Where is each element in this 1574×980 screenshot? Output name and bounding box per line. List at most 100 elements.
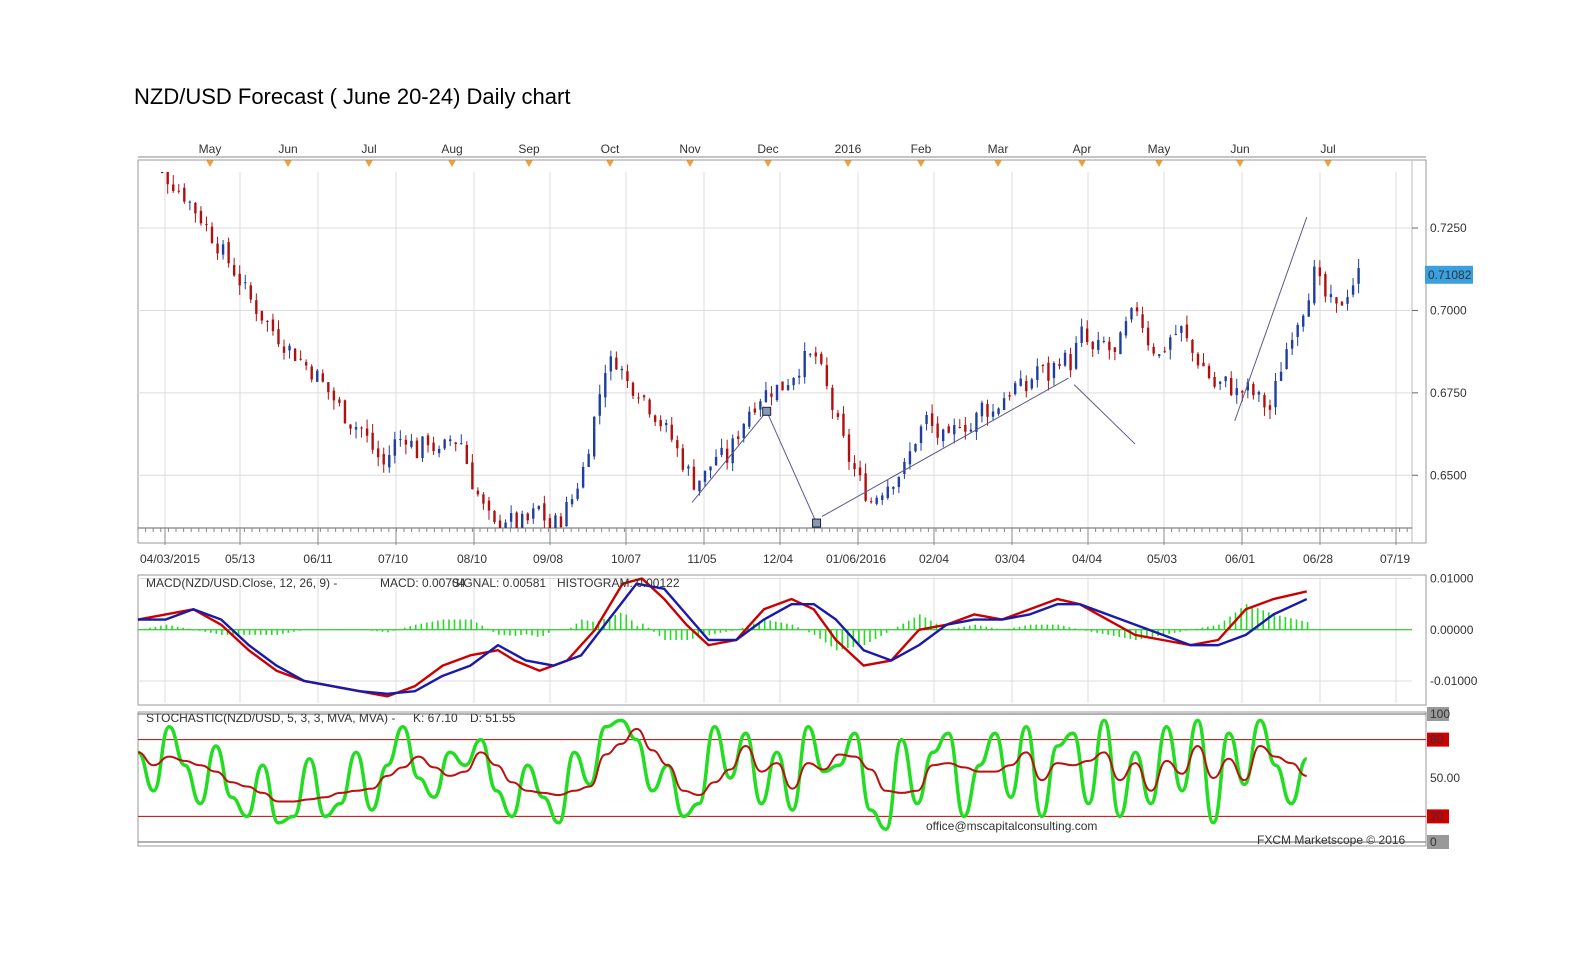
candle-body — [443, 439, 446, 449]
candle-body — [714, 456, 718, 466]
stoch-y-tick-label: 0 — [1430, 835, 1437, 849]
price-y-tick-label: 0.7250 — [1430, 221, 1467, 235]
candle-body — [665, 423, 668, 426]
macd-histogram-bar — [1051, 624, 1054, 630]
candle-body — [670, 424, 673, 440]
macd-histogram-bar — [481, 625, 484, 630]
macd-histogram-bar — [1112, 629, 1115, 636]
candle-body — [310, 366, 313, 380]
macd-histogram-bar — [1057, 624, 1060, 630]
macd-histogram-bar — [1295, 619, 1298, 630]
macd-histogram-bar — [1090, 629, 1093, 632]
candle-body — [332, 390, 336, 401]
macd-histogram-bar — [414, 624, 417, 630]
last-price-badge — [1425, 265, 1473, 284]
macd-histogram-bar — [558, 629, 561, 631]
x-tick-label: 07/19 — [1380, 552, 1410, 566]
stoch-tick-badge — [1427, 809, 1449, 824]
candle-body — [1257, 391, 1261, 395]
month-marker-icon — [917, 160, 925, 167]
macd-histogram-bar — [1256, 608, 1259, 630]
macd-histogram-bar — [398, 629, 400, 630]
candle-body — [1091, 341, 1094, 350]
macd-histogram-bar — [431, 621, 434, 630]
macd-histogram-bar — [1229, 616, 1231, 630]
candle-body — [958, 427, 961, 429]
macd-histogram-bar — [182, 627, 184, 630]
page-title: NZD/USD Forecast ( June 20-24) Daily cha… — [134, 84, 571, 109]
macd-histogram-bar — [1123, 629, 1126, 638]
macd-histogram-bar — [1190, 629, 1193, 631]
macd-histogram-bar — [293, 629, 295, 632]
top-month-label: Aug — [441, 142, 462, 156]
macd-histogram-bar — [1301, 620, 1303, 630]
macd-histogram-bar — [210, 629, 212, 633]
macd-histogram-bar — [1262, 610, 1265, 630]
candle-body — [903, 461, 906, 475]
price-panel-frame — [137, 159, 1427, 544]
macd-histogram-bar — [464, 619, 467, 630]
candle-body — [775, 384, 779, 401]
macd-histogram-bar — [365, 629, 367, 631]
macd-histogram-bar — [1018, 626, 1021, 630]
stoch-y-tick-label: 20 — [1430, 809, 1444, 823]
x-tick-label: 10/07 — [611, 552, 641, 566]
macd-histogram-bar — [758, 621, 760, 630]
macd-histogram-bar — [420, 623, 423, 630]
top-month-label: Feb — [911, 142, 932, 156]
candle-body — [1302, 315, 1305, 327]
macd-histogram-bar — [725, 629, 727, 632]
macd-histogram-bar — [453, 619, 456, 630]
macd-y-tick-label: 0.00000 — [1430, 623, 1474, 637]
candle-body — [742, 423, 745, 439]
macd-histogram-bar — [780, 622, 783, 630]
candle-body — [703, 470, 707, 482]
candle-body — [842, 413, 845, 436]
x-tick-label: 06/28 — [1303, 552, 1333, 566]
stoch-label: STOCHASTIC(NZD/USD, 5, 3, 3, MVA, MVA) - — [146, 711, 395, 725]
macd-histogram-bar — [979, 625, 982, 630]
histogram-value-label: HISTOGRAM: 0.00122 — [557, 576, 680, 590]
top-month-label: Dec — [757, 142, 778, 156]
macd-histogram-bar — [276, 629, 279, 635]
email-watermark: office@mscapitalconsulting.com — [926, 819, 1097, 833]
macd-histogram-bar — [1046, 624, 1049, 630]
candle-body — [570, 499, 574, 505]
macd-histogram-bar — [614, 614, 616, 630]
stoch-k-line — [137, 718, 1308, 831]
candle-body — [221, 244, 225, 255]
macd-histogram-bar — [143, 628, 146, 630]
candle-body — [299, 358, 302, 360]
candle-body — [1351, 285, 1355, 295]
candle-body — [653, 415, 657, 422]
macd-histogram-bar — [204, 629, 207, 632]
signal-value-label: SIGNAL: 0.00581 — [452, 576, 546, 590]
candle-body — [1268, 405, 1272, 410]
top-month-label: May — [1148, 142, 1171, 156]
candle-body — [465, 444, 469, 464]
candle-body — [1346, 297, 1349, 304]
candle-body — [1108, 341, 1111, 351]
macd-histogram-bar — [248, 629, 251, 635]
macd-histogram-bar — [1029, 624, 1032, 630]
price-y-tick-label: 0.6500 — [1430, 468, 1467, 482]
macd-histogram-bar — [791, 624, 794, 630]
trend-line — [1234, 216, 1308, 422]
candle-body — [282, 346, 286, 353]
macd-histogram-bar — [858, 629, 860, 647]
candle-body — [521, 513, 524, 528]
candle-body — [748, 411, 751, 427]
macd-histogram-bar — [403, 627, 406, 630]
candle-body — [869, 501, 873, 503]
candle-body — [1290, 340, 1294, 349]
candle-body — [227, 242, 230, 264]
macd-histogram-bar — [680, 629, 683, 640]
top-month-label: May — [199, 142, 222, 156]
month-marker-icon — [1236, 160, 1244, 167]
candle-body — [1008, 395, 1011, 397]
candle-body — [997, 408, 1000, 415]
candle-body — [1324, 273, 1327, 297]
candle-body — [1296, 324, 1299, 337]
macd-histogram-bar — [1168, 629, 1170, 634]
macd-histogram-bar — [719, 629, 722, 633]
